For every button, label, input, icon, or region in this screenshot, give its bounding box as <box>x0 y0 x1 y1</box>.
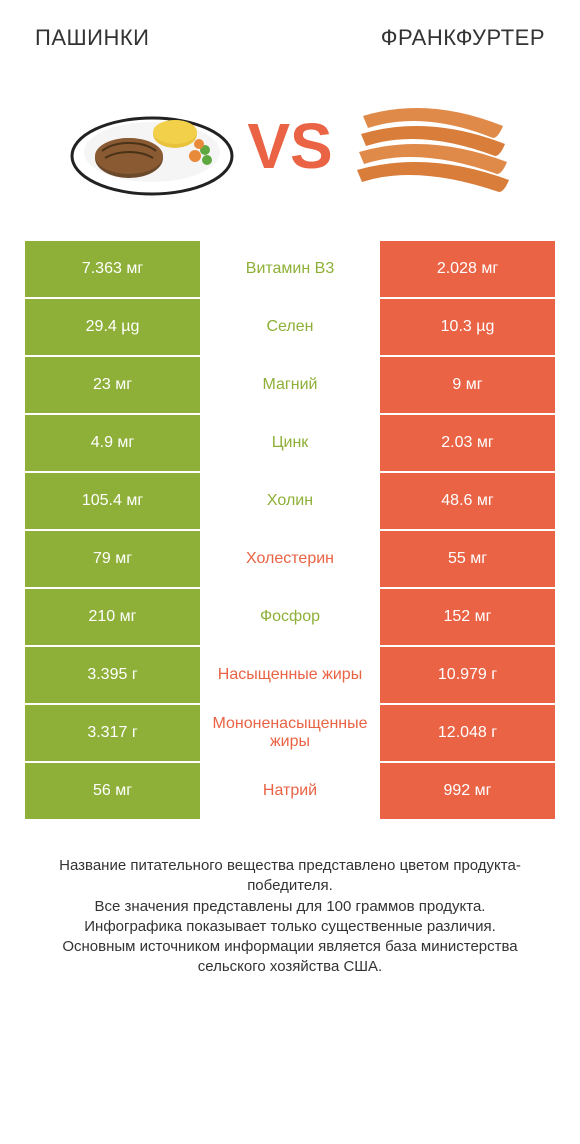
footer-note: Название питательного вещества представл… <box>0 821 580 978</box>
left-value: 3.395 г <box>25 647 200 703</box>
table-row: 7.363 мгВитамин B32.028 мг <box>25 241 555 297</box>
left-value: 105.4 мг <box>25 473 200 529</box>
left-value: 4.9 мг <box>25 415 200 471</box>
right-value: 48.6 мг <box>380 473 555 529</box>
right-product-title: ФРАНКФУРТЕР <box>381 25 545 51</box>
right-value: 9 мг <box>380 357 555 413</box>
left-value: 23 мг <box>25 357 200 413</box>
left-value: 79 мг <box>25 531 200 587</box>
nutrient-label: Натрий <box>200 763 380 819</box>
right-value: 10.979 г <box>380 647 555 703</box>
table-row: 23 мгМагний9 мг <box>25 357 555 413</box>
footer-line: Название питательного вещества представл… <box>30 856 550 897</box>
nutrient-label: Мононенасыщенные жиры <box>200 705 380 761</box>
header: ПАШИНКИ ФРАНКФУРТЕР <box>0 0 580 61</box>
right-food-image <box>343 81 513 211</box>
right-value: 992 мг <box>380 763 555 819</box>
left-value: 210 мг <box>25 589 200 645</box>
left-value: 29.4 µg <box>25 299 200 355</box>
left-value: 7.363 мг <box>25 241 200 297</box>
vs-label: VS <box>247 109 332 183</box>
table-row: 29.4 µgСелен10.3 µg <box>25 299 555 355</box>
table-row: 3.395 гНасыщенные жиры10.979 г <box>25 647 555 703</box>
vs-section: VS <box>0 61 580 241</box>
right-value: 2.03 мг <box>380 415 555 471</box>
right-value: 2.028 мг <box>380 241 555 297</box>
table-row: 79 мгХолестерин55 мг <box>25 531 555 587</box>
footer-line: Инфографика показывает только существенн… <box>30 917 550 937</box>
nutrient-label: Цинк <box>200 415 380 471</box>
right-value: 10.3 µg <box>380 299 555 355</box>
nutrient-label: Фосфор <box>200 589 380 645</box>
table-row: 3.317 гМононенасыщенные жиры12.048 г <box>25 705 555 761</box>
plate-icon <box>67 86 237 206</box>
left-value: 56 мг <box>25 763 200 819</box>
right-value: 152 мг <box>380 589 555 645</box>
nutrient-label: Магний <box>200 357 380 413</box>
footer-line: Все значения представлены для 100 граммо… <box>30 897 550 917</box>
table-row: 105.4 мгХолин48.6 мг <box>25 473 555 529</box>
right-value: 12.048 г <box>380 705 555 761</box>
footer-line: Основным источником информации является … <box>30 937 550 978</box>
comparison-table: 7.363 мгВитамин B32.028 мг29.4 µgСелен10… <box>25 241 555 819</box>
right-value: 55 мг <box>380 531 555 587</box>
frankfurter-icon <box>343 86 513 206</box>
table-row: 210 мгФосфор152 мг <box>25 589 555 645</box>
nutrient-label: Селен <box>200 299 380 355</box>
nutrient-label: Холестерин <box>200 531 380 587</box>
left-value: 3.317 г <box>25 705 200 761</box>
nutrient-label: Холин <box>200 473 380 529</box>
left-product-title: ПАШИНКИ <box>35 25 149 51</box>
nutrient-label: Витамин B3 <box>200 241 380 297</box>
nutrient-label: Насыщенные жиры <box>200 647 380 703</box>
table-row: 56 мгНатрий992 мг <box>25 763 555 819</box>
table-row: 4.9 мгЦинк2.03 мг <box>25 415 555 471</box>
left-food-image <box>67 81 237 211</box>
